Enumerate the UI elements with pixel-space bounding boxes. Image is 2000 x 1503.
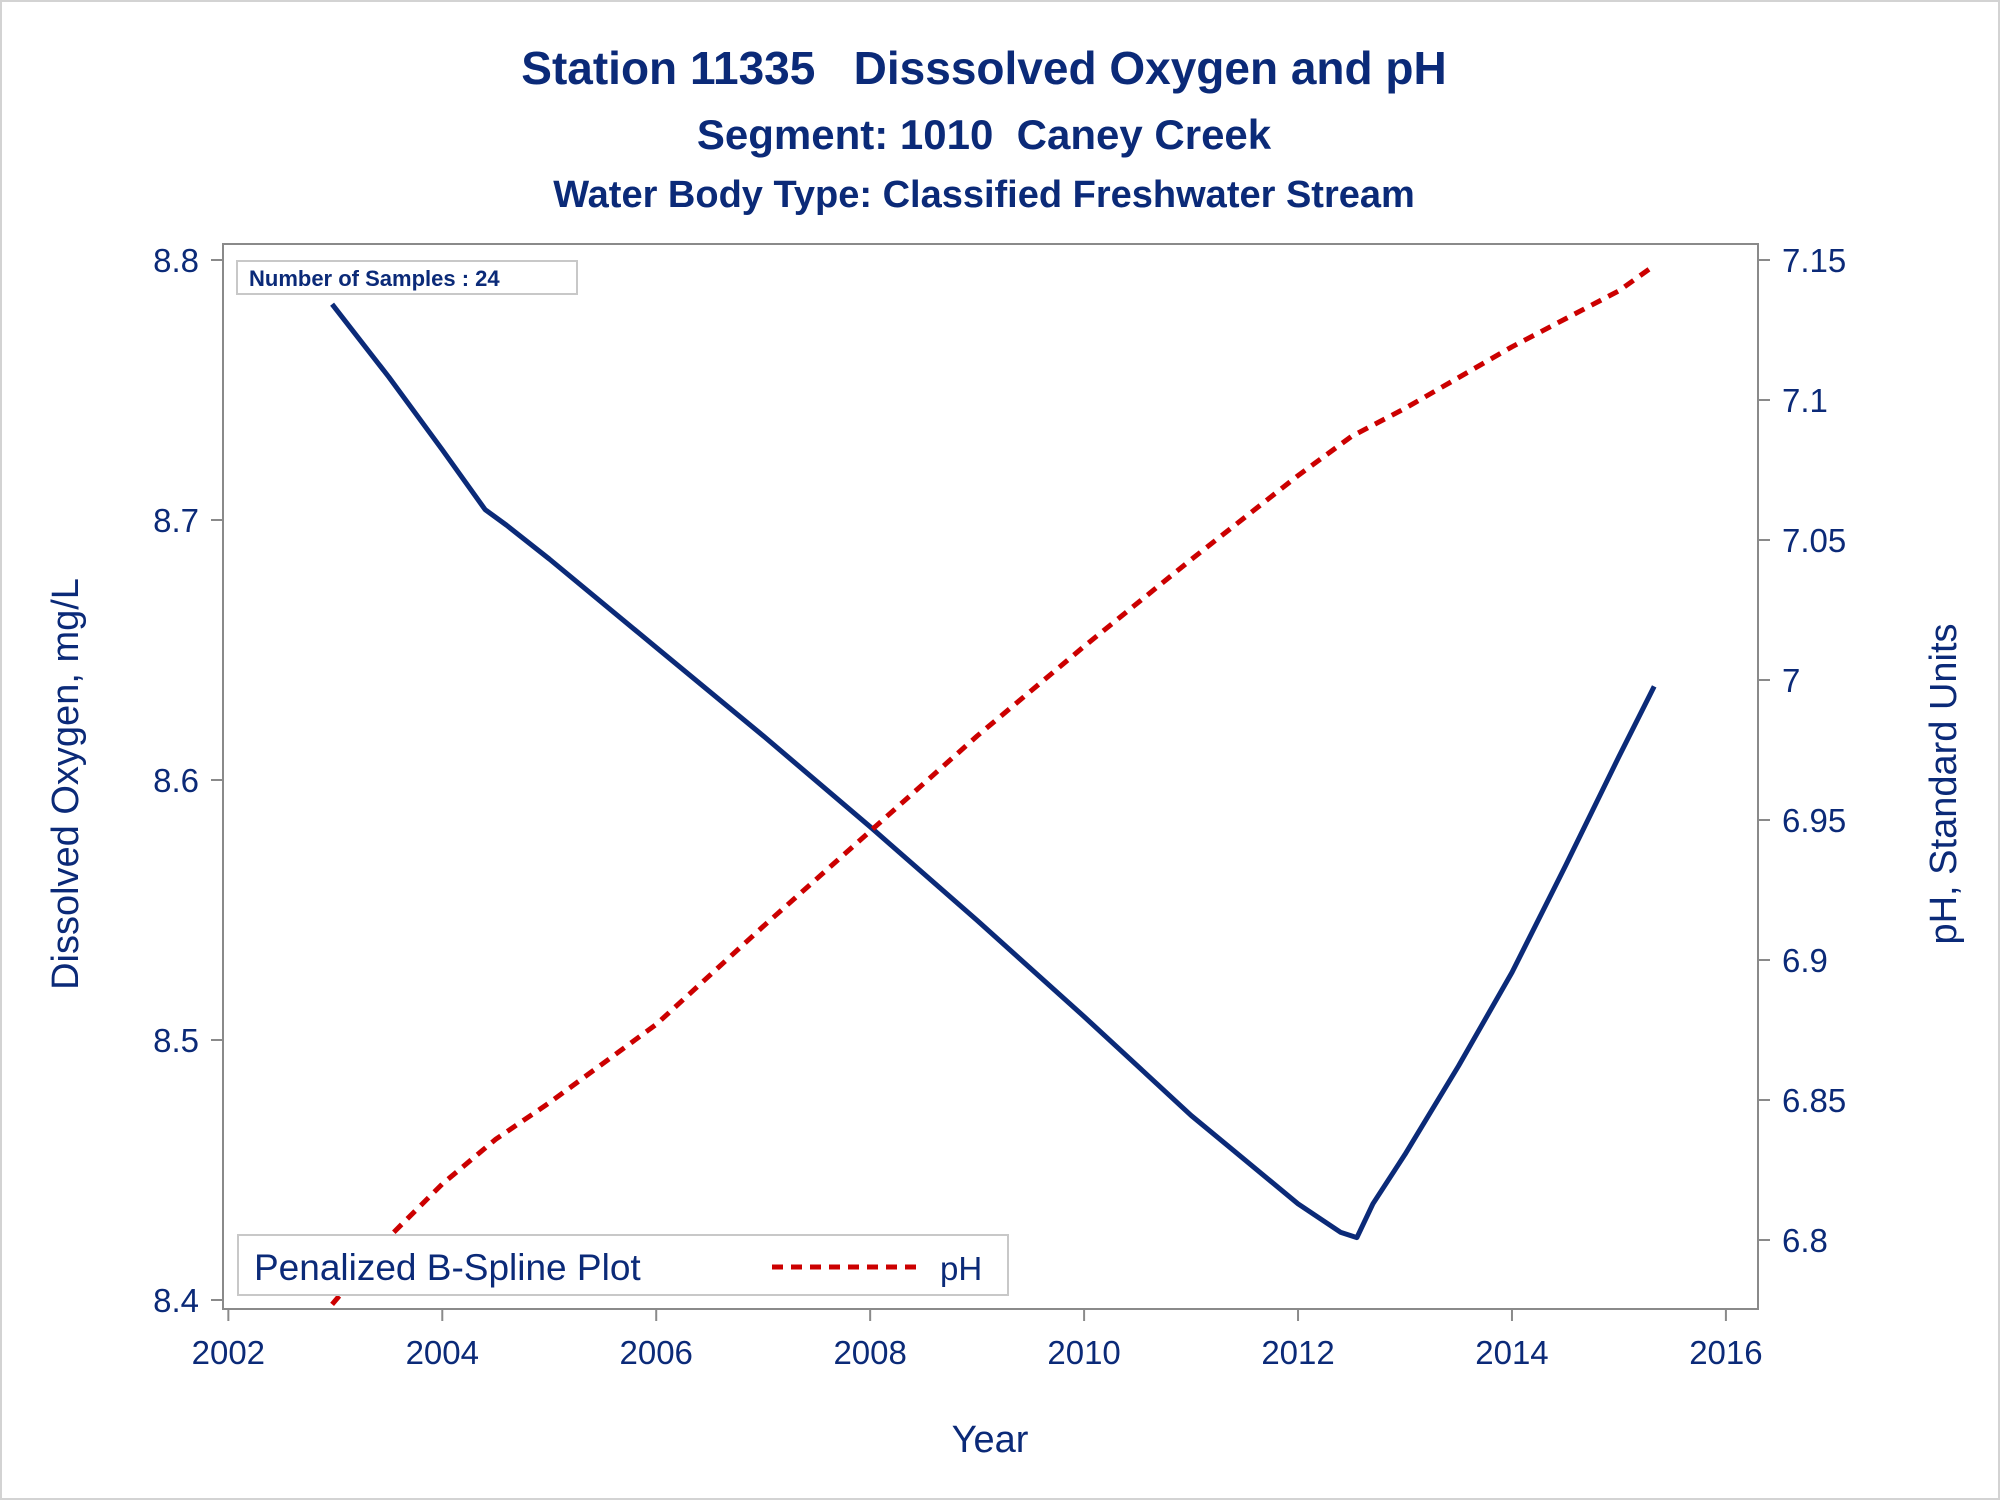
x-tick-label: 2004: [406, 1334, 479, 1371]
y2-tick-label: 7.05: [1782, 522, 1846, 559]
chart-subtitle-2: Water Body Type: Classified Freshwater S…: [553, 174, 1415, 216]
y2-axis-label: pH, Standard Units: [1923, 623, 1965, 944]
chart-subtitle: Segment: 1010 Caney Creek: [697, 111, 1272, 158]
y2-axis-ticks: 6.8 6.85 6.9 6.95 7 7.05 7.1 7.15: [1758, 242, 1846, 1259]
series-layer: [330, 263, 1657, 1307]
y2-tick-label: 6.95: [1782, 802, 1846, 839]
x-axis-label: Year: [952, 1419, 1029, 1461]
y-axis-label: Dissolved Oxygen, mg/L: [45, 578, 87, 990]
legend: Penalized B-Spline Plot pH: [237, 1234, 1009, 1296]
dissolved-oxygen-series-line: [330, 302, 1657, 1241]
x-axis-ticks: 2002 2004 2006 2008 2010 2012 2014 2016: [192, 1309, 1763, 1371]
x-tick-label: 2010: [1047, 1334, 1120, 1371]
chart-title: Station 11335 Disssolved Oxygen and pH: [521, 42, 1446, 94]
legend-title: Penalized B-Spline Plot: [254, 1247, 641, 1288]
y-tick-label: 8.8: [153, 242, 199, 279]
x-tick-label: 2006: [620, 1334, 693, 1371]
legend-label-ph: pH: [940, 1250, 982, 1287]
y2-tick-label: 7.1: [1782, 382, 1828, 419]
y2-tick-label: 6.85: [1782, 1082, 1846, 1119]
x-tick-label: 2012: [1261, 1334, 1334, 1371]
x-tick-label: 2016: [1689, 1334, 1762, 1371]
x-tick-label: 2008: [833, 1334, 906, 1371]
y-tick-label: 8.6: [153, 762, 199, 799]
y2-tick-label: 6.8: [1782, 1222, 1828, 1259]
x-tick-label: 2002: [192, 1334, 265, 1371]
x-tick-label: 2014: [1475, 1334, 1548, 1371]
plot-area: [222, 243, 1759, 1310]
y2-tick-label: 6.9: [1782, 942, 1828, 979]
ph-series-line: [330, 263, 1656, 1307]
y-tick-label: 8.4: [153, 1282, 199, 1319]
y2-tick-label: 7.15: [1782, 242, 1846, 279]
sample-count-box: Number of Samples : 24: [236, 260, 578, 295]
sample-count-label: Number of Samples : 24: [249, 266, 500, 291]
y-tick-label: 8.5: [153, 1022, 199, 1059]
y2-tick-label: 7: [1782, 662, 1800, 699]
y-tick-label: 8.7: [153, 502, 199, 539]
y-axis-ticks: 8.4 8.5 8.6 8.7 8.8: [153, 242, 223, 1319]
